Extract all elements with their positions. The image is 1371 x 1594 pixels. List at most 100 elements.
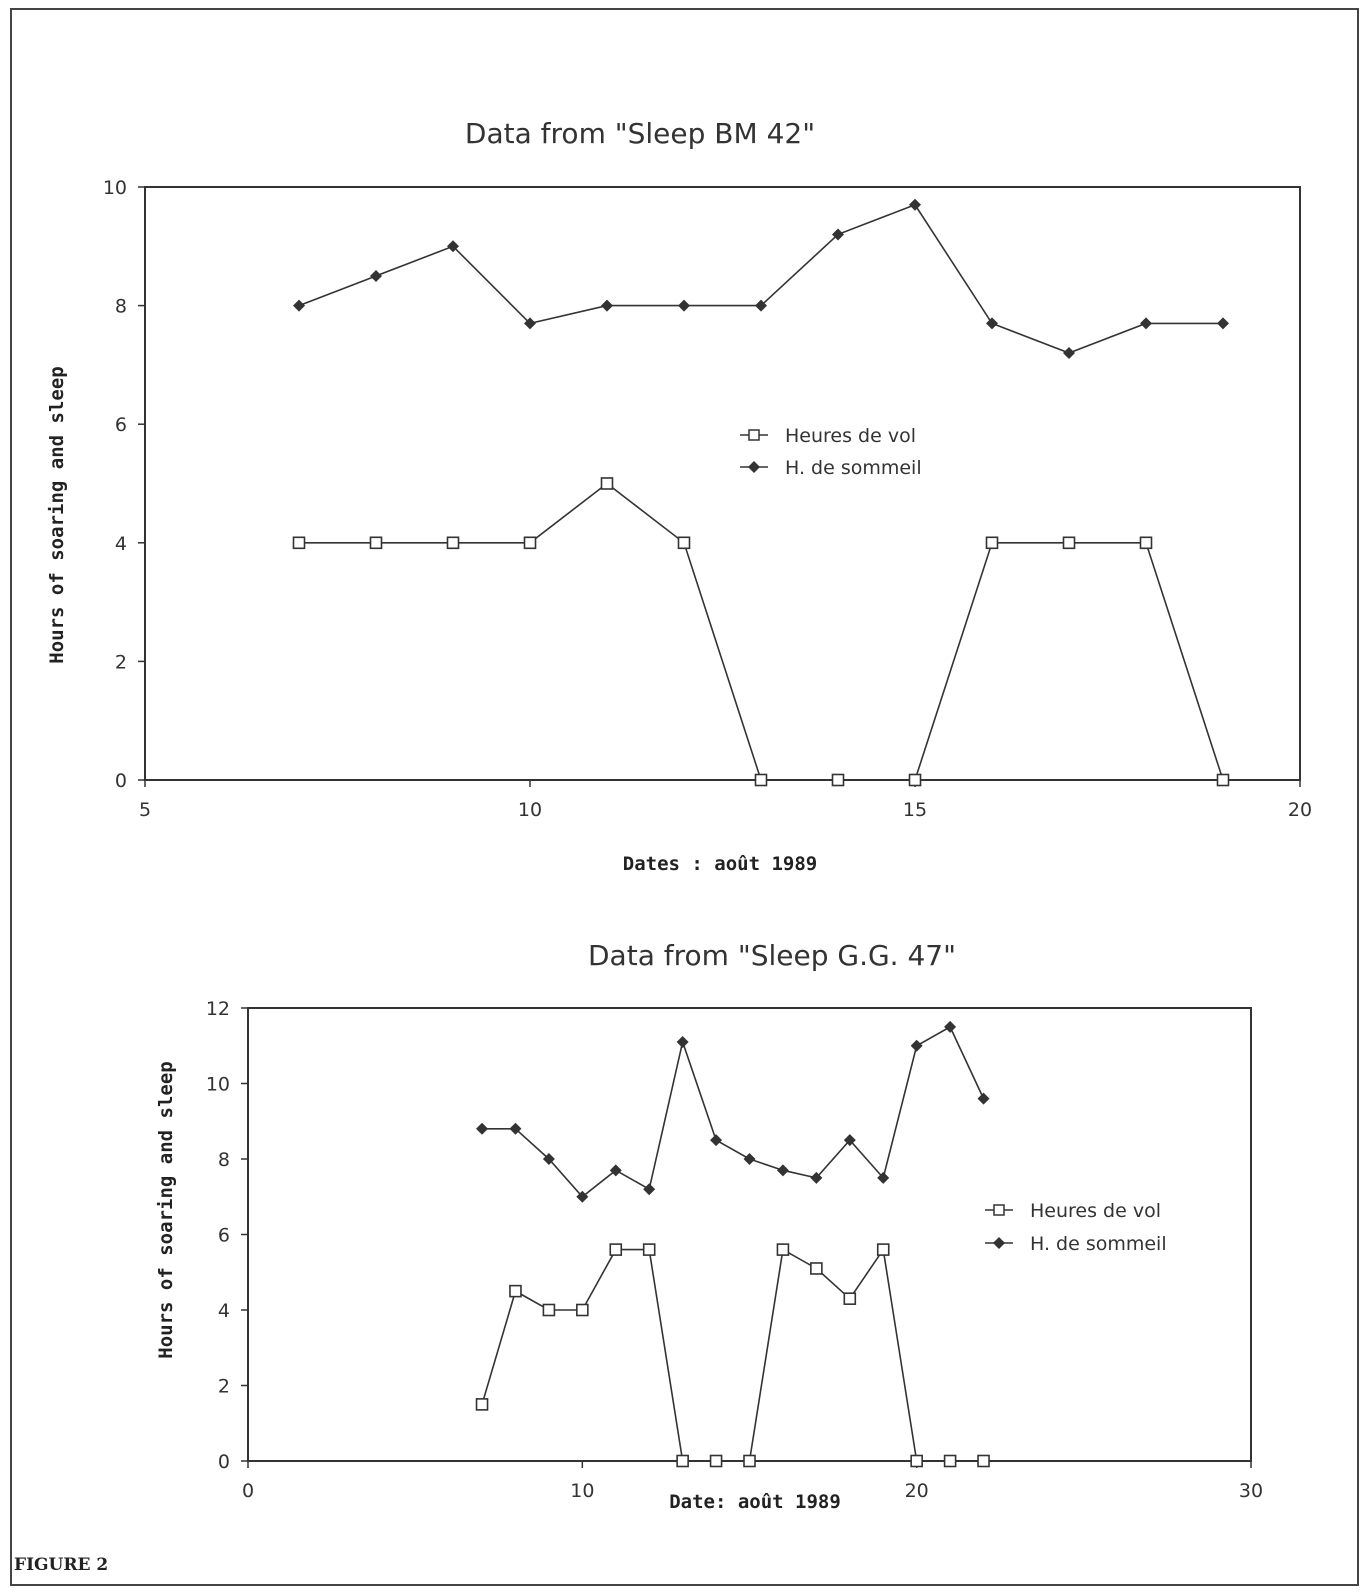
point-heures-de-vol xyxy=(876,1243,890,1256)
point-heures-de-vol xyxy=(676,1454,689,1468)
series-line-h-de-sommeil xyxy=(298,203,1223,354)
x-tick-label: 10 xyxy=(518,799,542,821)
point-h-de-sommeil xyxy=(843,1134,856,1147)
figure-frame xyxy=(10,8,1359,1586)
point-h-de-sommeil xyxy=(977,1092,990,1105)
point-h-de-sommeil xyxy=(542,1153,555,1165)
point-h-de-sommeil xyxy=(370,269,382,282)
point-h-de-sommeil xyxy=(476,1122,489,1135)
legend-label-h-de-sommeil: H. de sommeil xyxy=(785,457,922,479)
point-heures-de-vol xyxy=(1139,536,1153,550)
point-h-de-sommeil xyxy=(710,1134,723,1147)
point-h-de-sommeil xyxy=(909,198,921,211)
y-axis-label: Hours of soaring and sleep xyxy=(46,366,68,663)
series-layer xyxy=(475,1020,990,1468)
point-heures-de-vol xyxy=(1216,773,1230,787)
legend: Heures de vol H. de sommeil xyxy=(740,425,922,479)
legend-marker-heures-de-vol xyxy=(748,429,760,441)
point-h-de-sommeil xyxy=(910,1039,923,1052)
figure-label: FIGURE 2 xyxy=(14,1555,109,1575)
point-heures-de-vol xyxy=(600,477,614,490)
y-tick-label: 0 xyxy=(115,770,127,792)
point-heures-de-vol xyxy=(576,1303,589,1317)
point-heures-de-vol xyxy=(985,536,999,550)
x-tick-label: 5 xyxy=(139,799,151,821)
point-heures-de-vol xyxy=(843,1292,857,1305)
chart-title: Data from "Sleep BM 42" xyxy=(465,117,815,150)
y-tick-label: 12 xyxy=(206,998,230,1020)
series-line-heures-de-vol xyxy=(299,482,1224,781)
y-tick-label: 4 xyxy=(115,533,127,555)
point-heures-de-vol xyxy=(910,1454,923,1468)
point-h-de-sommeil xyxy=(743,1153,756,1165)
x-axis-label: Dates : août 1989 xyxy=(623,853,817,875)
point-h-de-sommeil xyxy=(643,1183,656,1196)
point-heures-de-vol xyxy=(977,1454,990,1468)
tick-layer: 0 10 20 30 0 2 4 6 8 10 12 xyxy=(206,998,1263,1502)
point-h-de-sommeil xyxy=(776,1164,789,1177)
y-axis-label: Hours of soaring and sleep xyxy=(155,1061,177,1358)
legend-marker-h-de-sommeil xyxy=(748,461,760,473)
point-h-de-sommeil xyxy=(678,299,690,312)
point-heures-de-vol xyxy=(743,1454,756,1468)
legend-label-heures-de-vol: Heures de vol xyxy=(1030,1200,1161,1222)
point-h-de-sommeil xyxy=(609,1164,622,1177)
y-tick-label: 2 xyxy=(115,651,127,673)
point-h-de-sommeil xyxy=(1063,347,1075,360)
y-tick-label: 10 xyxy=(103,177,127,199)
point-h-de-sommeil xyxy=(601,299,613,312)
legend-marker-heures-de-vol xyxy=(993,1204,1005,1216)
point-heures-de-vol xyxy=(609,1243,623,1256)
point-h-de-sommeil xyxy=(1140,317,1152,330)
point-heures-de-vol xyxy=(776,1243,790,1256)
plot-area xyxy=(144,186,1301,781)
y-tick-label: 10 xyxy=(206,1074,230,1096)
point-heures-de-vol xyxy=(542,1303,556,1317)
point-h-de-sommeil xyxy=(810,1171,823,1184)
point-heures-de-vol xyxy=(446,536,460,550)
legend-marker-h-de-sommeil xyxy=(993,1237,1005,1249)
point-h-de-sommeil xyxy=(524,317,536,330)
point-heures-de-vol xyxy=(292,536,306,550)
y-tick-label: 6 xyxy=(218,1225,230,1247)
x-tick-label: 10 xyxy=(570,1480,594,1502)
series-line-heures-de-vol xyxy=(481,1247,984,1462)
y-tick-label: 6 xyxy=(115,414,127,436)
chart-sleep-gg-47: Data from "Sleep G.G. 47" Hours of soari… xyxy=(155,939,1263,1513)
y-tick-label: 2 xyxy=(218,1376,230,1398)
point-h-de-sommeil xyxy=(986,317,998,330)
point-h-de-sommeil xyxy=(832,228,844,241)
chart-sleep-bm-42: Data from "Sleep BM 42" Hours of soaring… xyxy=(46,117,1312,875)
legend-label-heures-de-vol: Heures de vol xyxy=(785,425,916,447)
point-h-de-sommeil xyxy=(877,1171,890,1184)
point-heures-de-vol xyxy=(475,1398,489,1411)
series-layer xyxy=(292,198,1230,787)
point-heures-de-vol xyxy=(523,536,537,550)
point-heures-de-vol xyxy=(810,1262,823,1275)
y-tick-label: 0 xyxy=(218,1451,230,1473)
point-heures-de-vol xyxy=(943,1454,957,1468)
point-heures-de-vol xyxy=(831,773,845,787)
x-tick-label: 0 xyxy=(242,1480,254,1502)
x-axis-label: Date: août 1989 xyxy=(669,1491,841,1513)
x-tick-label: 30 xyxy=(1239,1480,1263,1502)
y-tick-label: 4 xyxy=(218,1300,230,1322)
point-h-de-sommeil xyxy=(676,1035,689,1048)
point-h-de-sommeil xyxy=(576,1190,589,1203)
point-h-de-sommeil xyxy=(944,1020,957,1033)
y-tick-label: 8 xyxy=(218,1149,230,1171)
point-heures-de-vol xyxy=(908,773,922,787)
point-heures-de-vol xyxy=(369,536,383,550)
legend-label-h-de-sommeil: H. de sommeil xyxy=(1030,1233,1167,1255)
point-h-de-sommeil xyxy=(755,299,767,312)
x-tick-label: 15 xyxy=(903,799,927,821)
legend: Heures de vol H. de sommeil xyxy=(985,1200,1167,1255)
point-heures-de-vol xyxy=(642,1243,656,1256)
x-tick-label: 20 xyxy=(1288,799,1312,821)
point-h-de-sommeil xyxy=(1217,317,1229,330)
point-h-de-sommeil xyxy=(509,1122,522,1135)
point-h-de-sommeil xyxy=(293,299,305,312)
y-tick-label: 8 xyxy=(115,296,127,318)
point-heures-de-vol xyxy=(709,1454,723,1468)
